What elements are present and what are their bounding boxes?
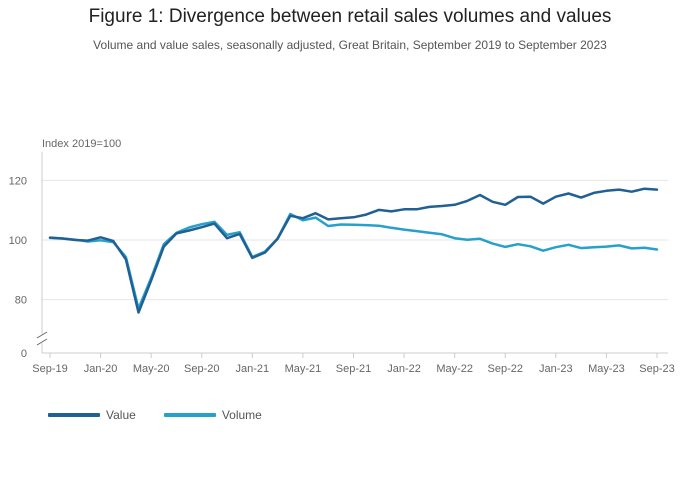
x-tick-label: Sep-22 [488, 363, 523, 375]
series-line-volume [48, 212, 659, 310]
legend-label-value: Value [106, 408, 136, 422]
legend-item-value: Value [48, 408, 136, 422]
x-tick-label: Sep-20 [184, 363, 219, 375]
series-lines [48, 187, 659, 314]
x-tick-label: Sep-19 [32, 363, 67, 375]
axis-break-marker [36, 331, 48, 346]
line-chart: Index 2019=100 0 80 100 120 Sep-19 Jan-20 Ma… [9, 138, 675, 375]
axes: Index 2019=100 0 [21, 138, 668, 360]
x-tick-label: Jan-21 [236, 363, 270, 375]
x-tick-label: Sep-21 [336, 363, 371, 375]
y-tick-label: 100 [9, 235, 27, 247]
x-tick-label: May-23 [588, 363, 625, 375]
legend-swatch-volume [163, 413, 216, 417]
x-tick-label: Jan-23 [539, 363, 573, 375]
x-tick-label: Jan-20 [84, 363, 118, 375]
y-tick-label: 120 [9, 175, 27, 187]
x-tick-label: May-22 [436, 363, 473, 375]
x-tick-label: Jan-22 [387, 363, 421, 375]
legend-item-volume: Volume [163, 408, 262, 422]
y-tick-label-base: 0 [21, 348, 27, 360]
series-line-value [48, 187, 659, 314]
y-tick-label: 80 [15, 295, 27, 307]
x-tick-label: May-20 [133, 363, 170, 375]
x-tick-label: Sep-23 [639, 363, 674, 375]
legend-label-volume: Volume [221, 408, 262, 422]
chart-subtitle: Volume and value sales, seasonally adjus… [93, 38, 607, 52]
legend-swatch-value [48, 413, 100, 417]
x-tick-labels: Sep-19 Jan-20 May-20 Sep-20 Jan-21 May-21 Sep-… [32, 353, 675, 375]
x-tick-label: May-21 [285, 363, 322, 375]
y-axis-title: Index 2019=100 [42, 138, 121, 150]
grid-lines [42, 179, 668, 301]
y-tick-labels: 80 100 120 [9, 175, 27, 306]
legend: Value Volume [48, 408, 262, 422]
chart-title: Figure 1: Divergence between retail sale… [88, 6, 612, 27]
